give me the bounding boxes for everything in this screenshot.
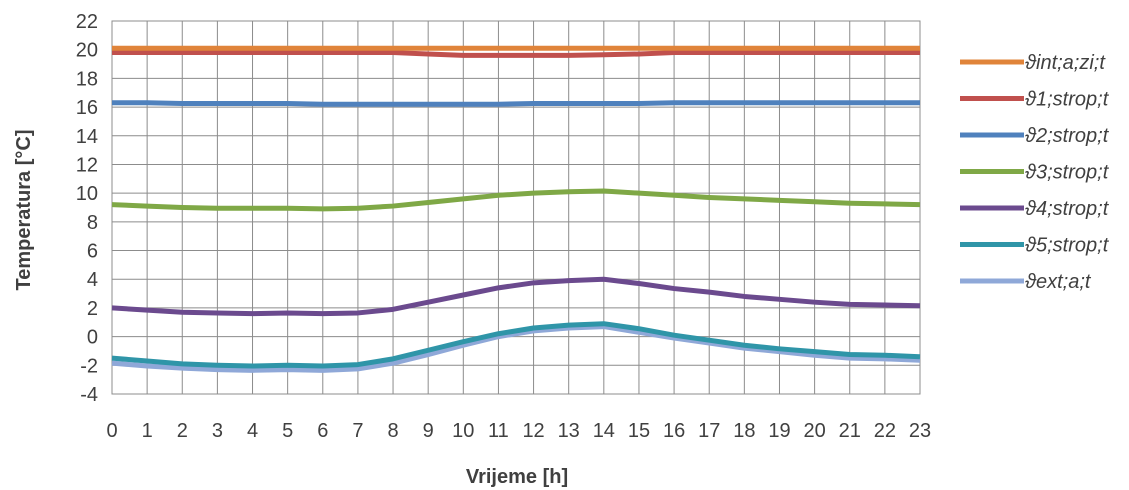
y-tick-label: 14 [76, 126, 98, 148]
x-tick-label: 3 [212, 420, 223, 442]
x-tick-label: 16 [663, 420, 685, 442]
y-tick-label: 2 [87, 298, 98, 320]
series-lines [111, 45, 921, 373]
y-tick-label: -2 [80, 355, 98, 377]
y-tick-label: 6 [87, 241, 98, 263]
x-tick-label: 6 [317, 420, 328, 442]
x-tick-label: 15 [628, 420, 650, 442]
y-tick-label: 18 [76, 68, 98, 90]
y-tick-label: 0 [87, 327, 98, 349]
legend-label: ϑ4;strop;t [1025, 198, 1110, 220]
x-tick-label: 9 [423, 420, 434, 442]
x-tick-label: 19 [768, 420, 790, 442]
x-tick-label: 12 [522, 420, 544, 442]
legend-label: ϑ3;strop;t [1025, 162, 1110, 184]
x-tick-label: 11 [488, 420, 509, 442]
x-tick-label: 10 [452, 420, 474, 442]
x-tick-label: 0 [106, 420, 117, 442]
legend-label: ϑ5;strop;t [1025, 235, 1110, 257]
legend-label: ϑ2;strop;t [1025, 125, 1110, 147]
legend-label: ϑint;a;zi;t [1025, 52, 1106, 74]
y-tick-label: 4 [87, 269, 98, 291]
x-axis-ticks: 0 1 2 3 4 5 6 7 8 9 10 11 12 13 14 15 16 17 18 19 20 21 22 23 [106, 420, 931, 442]
x-tick-label: 7 [352, 420, 363, 442]
legend: ϑint;a;zi;t ϑ1;strop;t ϑ2;strop;t ϑ3;strop;… [960, 52, 1110, 293]
series-line-4 [111, 188, 921, 212]
x-tick-label: 14 [593, 420, 615, 442]
x-tick-label: 13 [558, 420, 580, 442]
x-tick-label: 18 [733, 420, 755, 442]
y-axis-title: Temperatura [°C] [13, 130, 35, 291]
y-tick-label: 22 [76, 11, 98, 33]
y-axis-ticks: -4 -2 0 2 4 6 8 10 12 14 16 18 20 22 [76, 11, 98, 406]
legend-label: ϑext;a;t [1025, 271, 1092, 293]
x-tick-label: 22 [874, 420, 896, 442]
series-line-7 [111, 324, 921, 373]
x-tick-label: 1 [142, 420, 153, 442]
y-tick-label: -4 [80, 384, 98, 406]
series-line-5 [111, 276, 921, 317]
legend-label: ϑ1;strop;t [1025, 89, 1110, 111]
y-tick-label: 12 [76, 154, 98, 176]
x-tick-label: 21 [839, 420, 861, 442]
y-tick-label: 20 [76, 40, 98, 62]
plot-frame [111, 20, 921, 395]
y-tick-label: 16 [76, 97, 98, 119]
x-tick-label: 4 [247, 420, 258, 442]
x-tick-label: 2 [177, 420, 188, 442]
series-line-2 [112, 50, 920, 58]
x-axis-title: Vrijeme [h] [466, 466, 568, 488]
x-tick-label: 5 [282, 420, 293, 442]
series-line-6 [111, 321, 921, 369]
y-tick-label: 10 [76, 183, 98, 205]
y-tick-label: 8 [87, 212, 98, 234]
x-tick-label: 23 [909, 420, 931, 442]
x-tick-label: 20 [803, 420, 825, 442]
x-tick-label: 17 [698, 420, 720, 442]
series-line-3 [112, 100, 920, 107]
x-tick-label: 8 [387, 420, 398, 442]
